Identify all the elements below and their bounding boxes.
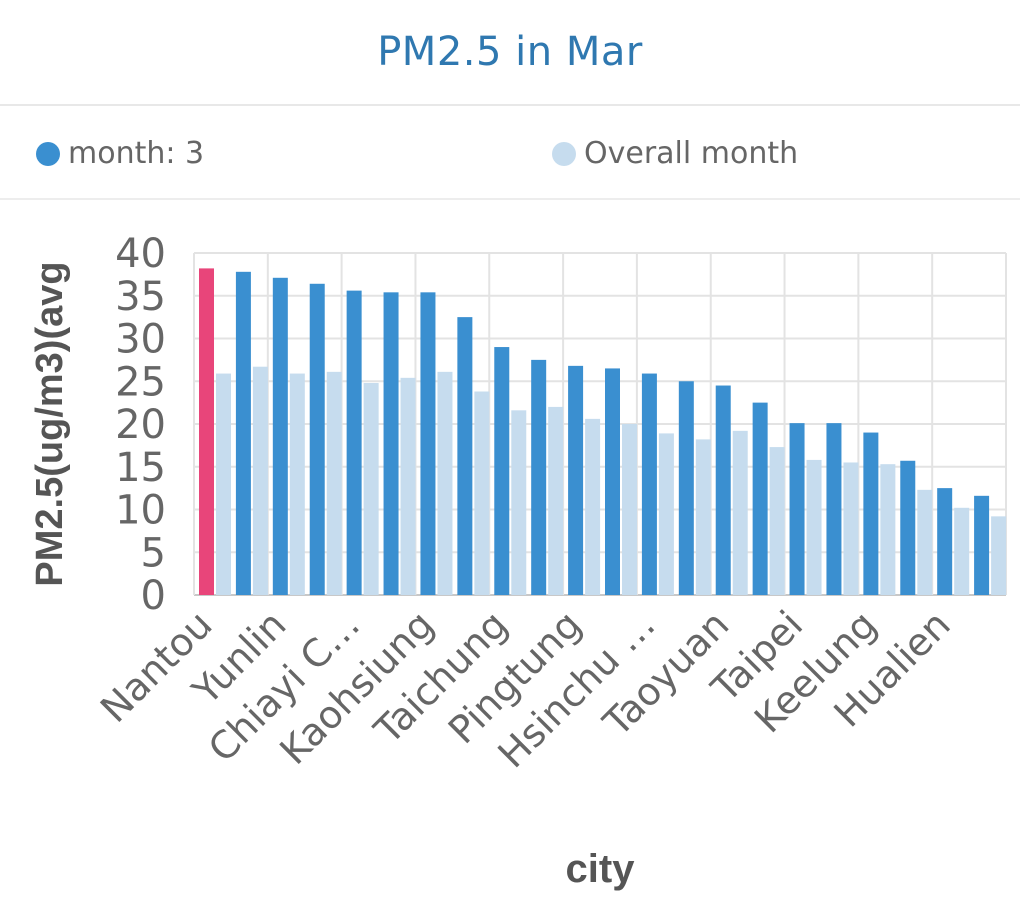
bar-month-3[interactable] (900, 460, 916, 595)
y-tick-label: 35 (115, 274, 166, 320)
bar-overall-month[interactable] (585, 418, 601, 595)
legend-item-month-3[interactable]: month: 3 (36, 136, 204, 171)
bar-month-3[interactable] (678, 381, 694, 595)
legend-item-overall-month[interactable]: Overall month (552, 136, 798, 171)
bar-overall-month[interactable] (769, 447, 785, 595)
legend: month: 3 Overall month (0, 106, 1020, 200)
y-tick-label: 10 (115, 488, 166, 534)
bar-overall-month[interactable] (806, 459, 822, 595)
bar-month-3[interactable] (531, 359, 547, 595)
x-axis-label: city (566, 847, 636, 891)
legend-label: month: 3 (68, 136, 205, 171)
bar-month-3[interactable] (235, 271, 251, 595)
y-tick-label: 40 (115, 231, 166, 277)
bar-overall-month[interactable] (252, 366, 268, 595)
bar-overall-month[interactable] (400, 377, 416, 595)
y-tick-label: 25 (115, 359, 166, 405)
legend-dot-icon (36, 141, 60, 166)
bar-month-3[interactable] (974, 495, 990, 595)
bar-month-3[interactable] (789, 423, 805, 595)
bar-month-3[interactable] (937, 488, 953, 595)
bar-overall-month[interactable] (843, 462, 859, 595)
y-tick-label: 20 (115, 402, 166, 448)
bar-month-3[interactable] (863, 432, 879, 595)
bar-overall-month[interactable] (216, 373, 231, 595)
bar-overall-month[interactable] (474, 391, 490, 595)
y-tick-label: 30 (115, 317, 166, 363)
bar-month-3[interactable] (420, 292, 436, 595)
chart-title: PM2.5 in Mar (377, 29, 643, 75)
bar-overall-month[interactable] (695, 439, 711, 595)
bar-month-3[interactable] (494, 347, 510, 595)
bar-month-3[interactable] (826, 423, 842, 595)
bar-month-3[interactable] (383, 292, 399, 595)
bar-overall-month[interactable] (658, 433, 674, 595)
y-tick-label: 5 (141, 530, 166, 576)
bar-month-3[interactable] (199, 268, 214, 595)
bar-overall-month[interactable] (917, 489, 933, 595)
bar-month-3[interactable] (309, 283, 325, 595)
bar-month-3[interactable] (605, 368, 620, 595)
bar-overall-month[interactable] (437, 371, 453, 595)
y-tick-label: 15 (115, 445, 166, 491)
bar-overall-month[interactable] (548, 406, 564, 595)
bar-overall-month[interactable] (511, 410, 527, 595)
bar-month-3[interactable] (641, 373, 657, 595)
bar-month-3[interactable] (272, 277, 288, 595)
title-bar: PM2.5 in Mar (0, 0, 1020, 106)
bar-month-3[interactable] (752, 402, 768, 595)
bar-month-3[interactable] (457, 317, 473, 595)
bar-overall-month[interactable] (622, 424, 637, 595)
bar-month-3[interactable] (346, 290, 362, 595)
bar-overall-month[interactable] (732, 430, 748, 595)
bar-month-3[interactable] (715, 385, 731, 595)
bar-overall-month[interactable] (363, 382, 379, 595)
y-axis-label: PM2.5(ug/m3)(avg (29, 261, 71, 586)
bar-overall-month[interactable] (991, 516, 1007, 595)
y-tick-label: 0 (141, 573, 166, 619)
legend-label: Overall month (584, 136, 799, 171)
legend-dot-icon (552, 141, 576, 166)
bars (199, 268, 1007, 595)
bar-overall-month[interactable] (880, 464, 896, 595)
bar-overall-month[interactable] (954, 507, 970, 595)
bar-overall-month[interactable] (326, 371, 342, 595)
bar-overall-month[interactable] (289, 373, 305, 595)
bar-month-3[interactable] (568, 365, 584, 595)
